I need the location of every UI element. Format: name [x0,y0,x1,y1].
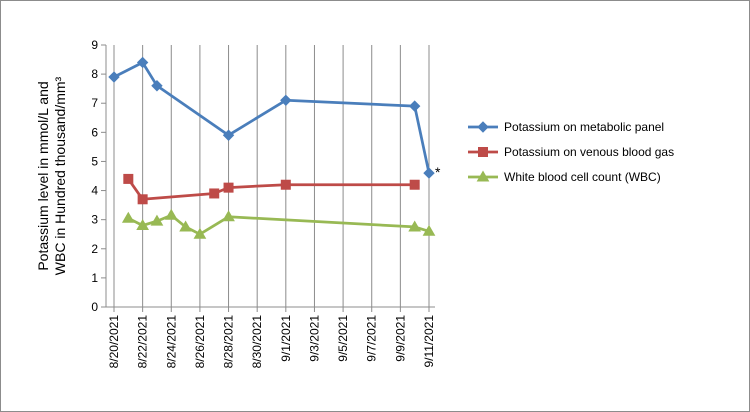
series-1-point-7 [423,167,435,179]
series-1-point-5 [280,94,292,107]
series-3-point-8 [408,220,422,232]
y-tick-label-3: 3 [91,213,98,227]
series-3-point-6 [193,227,207,239]
x-tick-label-11: 9/11/2021 [422,315,436,368]
legend-label-3: White blood cell count (WBC) [504,170,661,184]
series-3-point-7 [222,210,235,222]
x-tick-label-0: 8/20/2021 [107,315,121,369]
series-3-point-9 [422,224,436,236]
series-3-point-4 [164,208,178,220]
x-tick-label-9: 9/7/2021 [365,315,379,362]
legend-item-1: Potassium on metabolic panel [468,120,664,134]
series-1 [108,56,435,179]
series-group [108,56,436,239]
y-tick-label-9: 9 [91,38,98,52]
series-3-point-2 [136,218,150,230]
x-tick-label-3: 8/26/2021 [193,315,207,369]
x-tick-label-7: 9/3/2021 [307,315,321,362]
y-tick-label-0: 0 [91,300,98,314]
series-2-point-2 [137,194,148,205]
y-tick-label-4: 4 [91,184,98,198]
series-1-point-2 [136,56,149,69]
x-tick-label-6: 9/1/2021 [279,315,293,362]
series-3-point-3 [150,214,164,226]
legend-marker-1 [477,121,489,133]
series-1-point-4 [222,129,235,141]
series-3 [121,208,436,239]
legend-marker-3 [476,170,490,182]
y-tick-label-7: 7 [91,96,98,110]
series-2-point-1 [123,173,134,184]
grid-lines [113,45,430,307]
y-tick-label-5: 5 [91,154,98,168]
y-axis-label-line1: Potassium level in mmol/L and [35,81,51,270]
x-tick-label-4: 8/28/2021 [222,315,236,369]
series-1-line [113,61,431,174]
legend: Potassium on metabolic panel Potassium on… [468,120,674,184]
x-tick-label-1: 8/22/2021 [136,315,150,369]
series-2 [123,173,420,205]
legend-marker-2 [478,147,488,157]
legend-label-2: Potassium on venous blood gas [504,145,674,159]
series-1-point-6 [408,100,421,112]
y-tick-label-2: 2 [91,242,98,256]
y-axis-label-line2: WBC in Hundred thousand/mm³ [52,76,68,275]
legend-item-3: White blood cell count (WBC) [468,170,661,184]
series-1-point-1 [108,71,120,83]
x-tick-labels: 8/20/2021 8/22/2021 8/24/2021 8/26/2021 8/28… [107,315,436,369]
series-3-point-5 [179,220,192,232]
series-3-point-1 [121,211,135,223]
x-tick-label-8: 9/5/2021 [336,315,350,362]
y-tick-label-8: 8 [91,67,98,81]
axes [101,44,435,312]
series-2-point-6 [409,179,420,190]
legend-label-1: Potassium on metabolic panel [504,120,664,134]
series-2-point-5 [280,179,291,190]
series-2-point-4 [223,182,234,193]
legend-item-2: Potassium on venous blood gas [468,145,674,159]
annotation-asterisk: * [435,164,441,180]
y-tick-label-1: 1 [91,271,98,285]
x-tick-label-10: 9/9/2021 [393,315,407,362]
y-tick-labels: 0 1 2 3 4 5 6 7 8 9 [91,38,98,314]
x-tick-label-2: 8/24/2021 [164,315,178,369]
series-1-point-3 [151,80,163,92]
x-tick-label-5: 8/30/2021 [250,315,264,369]
y-tick-label-6: 6 [91,125,98,139]
series-2-point-3 [209,188,220,199]
